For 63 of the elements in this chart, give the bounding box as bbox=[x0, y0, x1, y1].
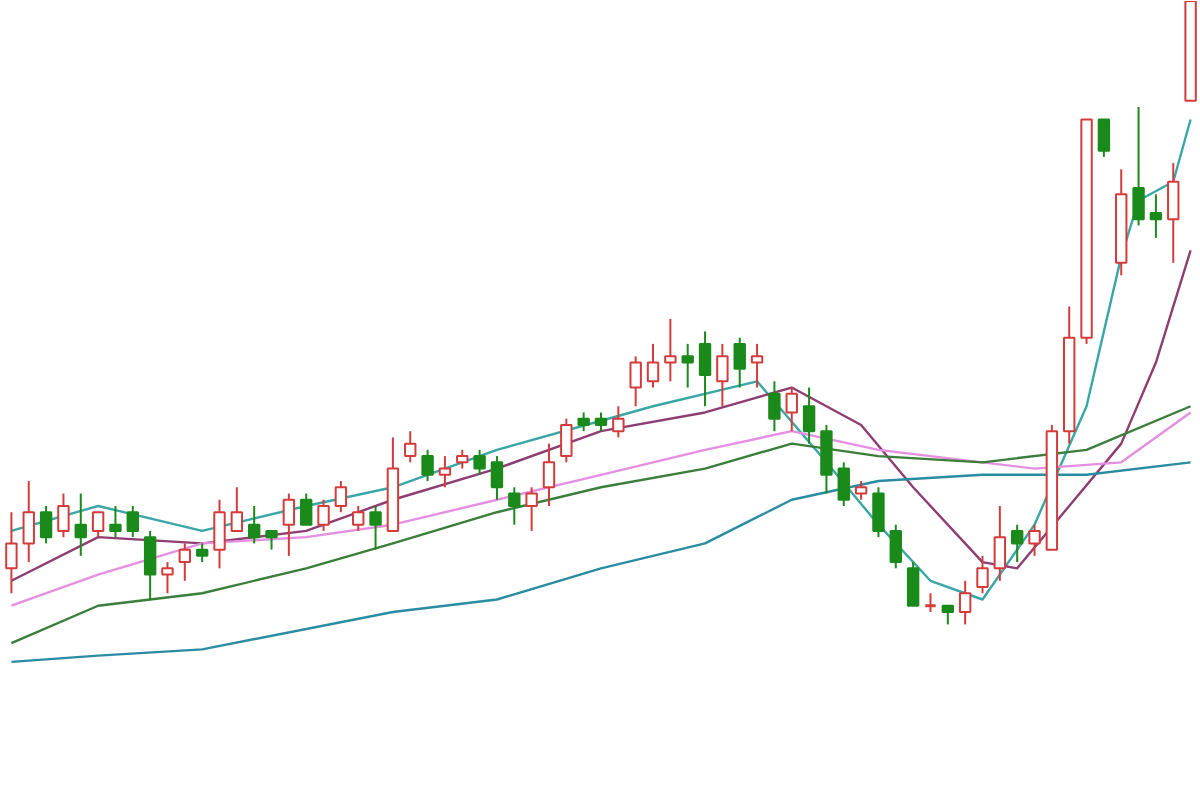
candlestick bbox=[698, 330, 712, 408]
candlestick bbox=[733, 336, 746, 389]
candlestick bbox=[889, 523, 902, 570]
candlestick bbox=[404, 430, 417, 464]
candlestick bbox=[456, 448, 469, 470]
candlestick bbox=[1028, 523, 1041, 557]
candlestick bbox=[143, 529, 157, 601]
candlestick bbox=[664, 317, 677, 383]
candlestick bbox=[906, 561, 920, 607]
candlestick bbox=[750, 342, 764, 389]
candlestick bbox=[352, 504, 365, 532]
candlestick bbox=[334, 480, 348, 514]
candlestick bbox=[577, 411, 590, 433]
candlestick bbox=[230, 486, 244, 532]
candlestick bbox=[560, 417, 573, 464]
candlestick bbox=[265, 529, 278, 551]
candlestick bbox=[57, 492, 70, 539]
candlestick bbox=[837, 461, 850, 507]
candlestick bbox=[39, 504, 53, 545]
candlestick bbox=[5, 511, 18, 595]
candlestick bbox=[1149, 193, 1163, 239]
candlestick bbox=[126, 504, 139, 539]
candlestick bbox=[646, 342, 660, 389]
candlestick bbox=[1010, 523, 1024, 564]
candlestick bbox=[854, 480, 868, 501]
candlestick bbox=[681, 342, 694, 389]
candlestick bbox=[421, 448, 434, 483]
candlestick bbox=[872, 486, 885, 539]
candlestick bbox=[195, 542, 209, 564]
candlestick bbox=[923, 592, 938, 613]
candlestick bbox=[161, 561, 174, 595]
candlestick bbox=[91, 511, 105, 539]
candlestick bbox=[542, 442, 556, 507]
candlestick bbox=[317, 498, 330, 532]
candlestick bbox=[594, 411, 608, 433]
candlestick bbox=[525, 486, 538, 532]
candlestick bbox=[993, 504, 1007, 582]
candlestick bbox=[109, 504, 122, 539]
candlestick bbox=[508, 486, 521, 526]
candlestick bbox=[473, 448, 486, 476]
candlestick bbox=[22, 480, 35, 564]
candlestick bbox=[1167, 162, 1180, 264]
candlestick bbox=[1097, 118, 1111, 158]
candlestick bbox=[369, 504, 382, 551]
candlestick bbox=[490, 455, 504, 501]
candlestick bbox=[629, 355, 642, 408]
candlestick bbox=[820, 423, 833, 495]
candlestick bbox=[716, 342, 729, 408]
candlestick bbox=[958, 579, 972, 626]
candlestick bbox=[247, 504, 261, 545]
candlestick bbox=[802, 386, 816, 445]
candlestick bbox=[612, 405, 625, 439]
candlestick bbox=[300, 492, 313, 526]
candlestick bbox=[74, 492, 87, 557]
candlestick bbox=[1132, 105, 1145, 227]
candlestick bbox=[282, 492, 296, 557]
candlestick bbox=[178, 542, 192, 582]
candlestick bbox=[768, 380, 781, 433]
candlestick bbox=[785, 386, 798, 433]
candlestick bbox=[941, 604, 955, 626]
candlestick bbox=[438, 455, 452, 489]
candlestick bbox=[976, 554, 989, 595]
candlestick bbox=[213, 498, 226, 570]
